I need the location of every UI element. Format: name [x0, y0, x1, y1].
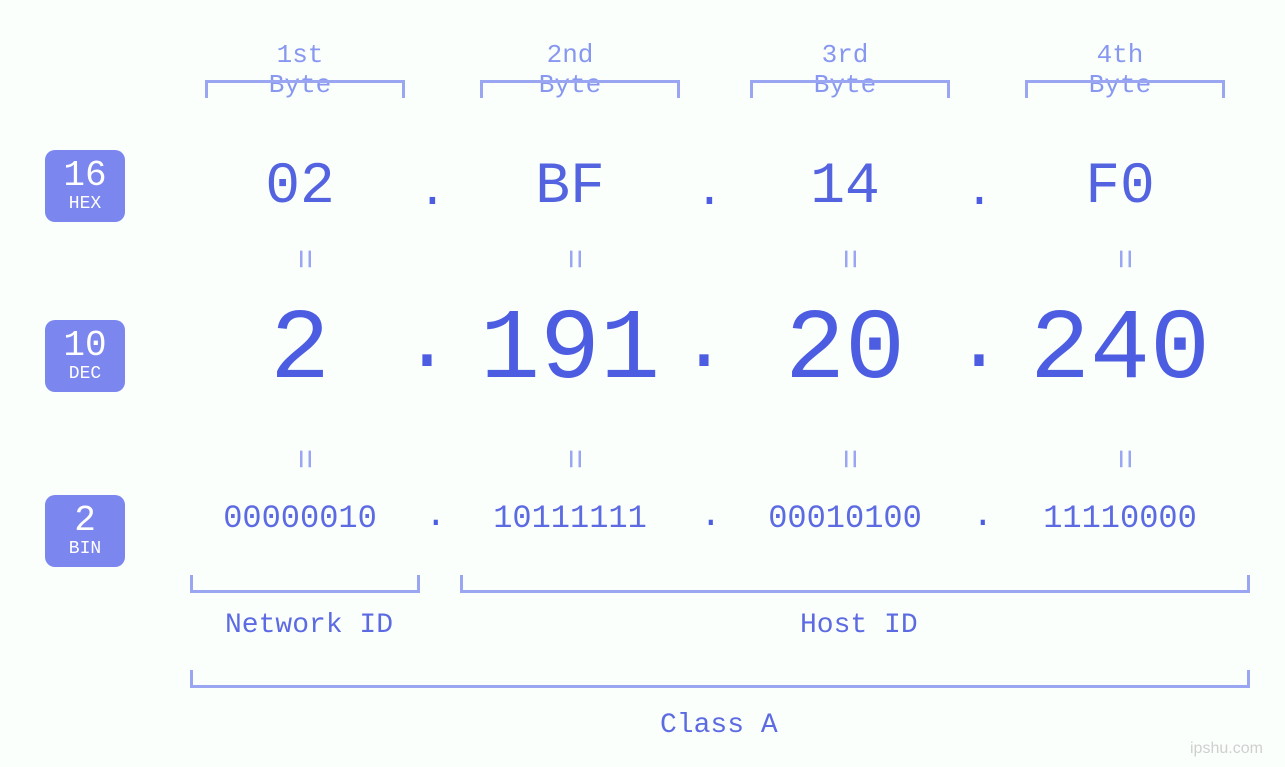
bin-badge: 2 BIN	[45, 495, 125, 567]
equals-dec-bin-1: =	[283, 449, 321, 469]
top-bracket-2	[480, 80, 680, 98]
host-id-bracket	[460, 575, 1250, 593]
top-bracket-3	[750, 80, 950, 98]
bin-dot-2: .	[700, 495, 722, 536]
hex-byte-1: 02	[250, 155, 350, 220]
hex-dot-1: .	[418, 165, 447, 219]
dec-badge: 10 DEC	[45, 320, 125, 392]
equals-hex-dec-2: =	[553, 249, 591, 269]
bin-dot-1: .	[425, 495, 447, 536]
dec-base-number: 10	[45, 328, 125, 364]
watermark: ipshu.com	[1190, 740, 1263, 758]
bin-dot-3: .	[972, 495, 994, 536]
ip-diagram: 1st Byte 2nd Byte 3rd Byte 4th Byte 16 H…	[0, 0, 1285, 767]
dec-byte-4: 240	[1020, 295, 1220, 408]
equals-hex-dec-1: =	[283, 249, 321, 269]
bin-byte-1: 00000010	[195, 500, 405, 537]
top-bracket-4	[1025, 80, 1225, 98]
bin-byte-3: 00010100	[740, 500, 950, 537]
equals-dec-bin-2: =	[553, 449, 591, 469]
network-id-bracket	[190, 575, 420, 593]
dec-dot-1: .	[403, 300, 451, 391]
hex-base-number: 16	[45, 158, 125, 194]
dec-byte-2: 191	[470, 295, 670, 408]
hex-byte-2: BF	[520, 155, 620, 220]
class-bracket	[190, 670, 1250, 688]
bin-base-number: 2	[45, 503, 125, 539]
equals-hex-dec-3: =	[828, 249, 866, 269]
hex-dot-2: .	[695, 165, 724, 219]
dec-base-label: DEC	[45, 364, 125, 386]
class-label: Class A	[660, 710, 778, 741]
equals-dec-bin-3: =	[828, 449, 866, 469]
bin-byte-2: 10111111	[465, 500, 675, 537]
dec-dot-2: .	[680, 300, 728, 391]
dec-dot-3: .	[955, 300, 1003, 391]
hex-byte-3: 14	[795, 155, 895, 220]
equals-hex-dec-4: =	[1103, 249, 1141, 269]
bin-base-label: BIN	[45, 539, 125, 561]
host-id-label: Host ID	[800, 610, 918, 641]
hex-base-label: HEX	[45, 194, 125, 216]
hex-byte-4: F0	[1070, 155, 1170, 220]
hex-badge: 16 HEX	[45, 150, 125, 222]
equals-dec-bin-4: =	[1103, 449, 1141, 469]
bin-byte-4: 11110000	[1015, 500, 1225, 537]
network-id-label: Network ID	[225, 610, 393, 641]
top-bracket-1	[205, 80, 405, 98]
dec-byte-3: 20	[745, 295, 945, 408]
hex-dot-3: .	[965, 165, 994, 219]
dec-byte-1: 2	[200, 295, 400, 408]
